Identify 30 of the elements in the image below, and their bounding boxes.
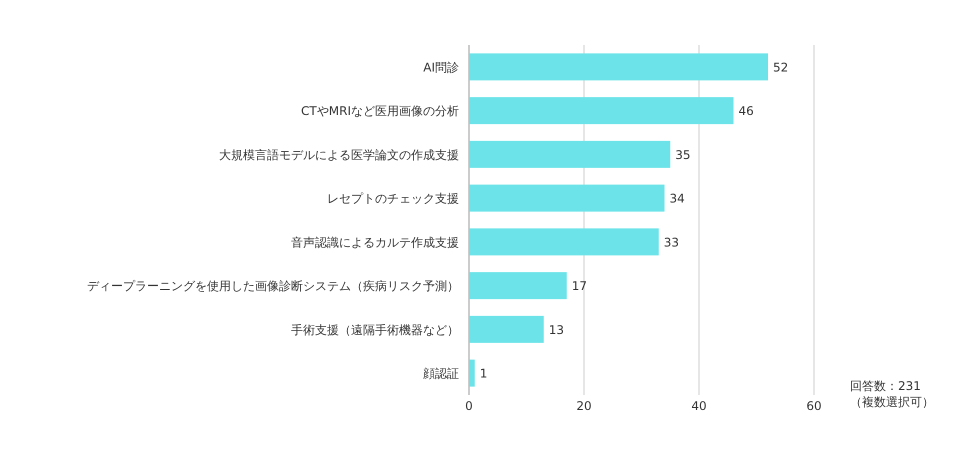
bar	[469, 53, 768, 80]
x-tick-label: 40	[691, 399, 707, 413]
bar	[469, 316, 544, 343]
x-tick-label: 0	[465, 399, 473, 413]
data-label: 46	[738, 104, 754, 118]
text: 回答数：231	[850, 379, 921, 393]
bar	[469, 140, 670, 168]
data-label: 1	[480, 366, 488, 381]
data-label: 13	[548, 322, 564, 337]
y-tick-label: CTやMRIなど医用画像の分析	[301, 104, 459, 118]
bar	[469, 97, 734, 124]
x-tick-label: 20	[576, 399, 592, 413]
x-tick-label: 60	[806, 399, 822, 413]
y-tick-label: 顔認証	[423, 366, 459, 381]
y-tick-label: AI問診	[423, 60, 459, 74]
bar	[469, 228, 659, 256]
y-tick-label: ディープラーニングを使用した画像診断システム（疾病リスク予測）	[87, 279, 459, 294]
y-tick-label: 大規模言語モデルによる医学論文の作成支援	[219, 148, 459, 162]
bar	[469, 360, 475, 387]
bar	[469, 184, 664, 212]
text: （複数選択可）	[850, 395, 934, 409]
bar	[469, 272, 567, 300]
y-tick-label: 手術支援（遠隔手術機器など）	[291, 322, 459, 337]
y-tick-label: 音声認識によるカルテ作成支援	[291, 235, 459, 250]
y-tick-label: レセプトのチェック支援	[327, 192, 459, 206]
data-label: 17	[572, 279, 588, 294]
data-label: 52	[773, 60, 788, 74]
data-label: 35	[675, 148, 691, 162]
data-label: 34	[670, 192, 685, 206]
data-label: 33	[664, 235, 680, 250]
